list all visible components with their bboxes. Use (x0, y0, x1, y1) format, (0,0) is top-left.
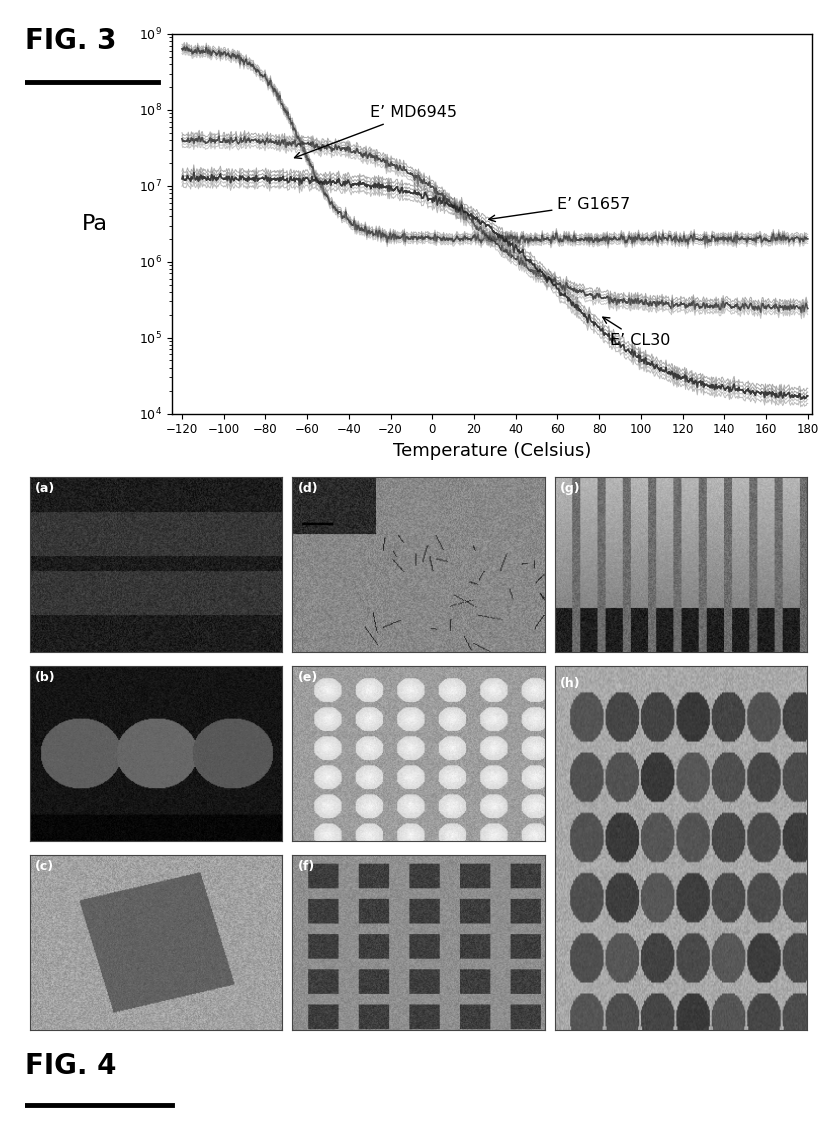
Text: (e): (e) (297, 671, 318, 684)
Text: (c): (c) (35, 860, 54, 872)
Text: (d): (d) (297, 483, 318, 495)
Text: (f): (f) (297, 860, 314, 872)
X-axis label: Temperature (Celsius): Temperature (Celsius) (392, 442, 590, 460)
Text: (b): (b) (35, 671, 56, 684)
Text: (h): (h) (559, 676, 579, 690)
Text: (a): (a) (35, 483, 55, 495)
Text: FIG. 4: FIG. 4 (25, 1051, 116, 1080)
Text: FIG. 3: FIG. 3 (25, 27, 116, 56)
Text: E’ CL30: E’ CL30 (602, 317, 669, 348)
Text: (g): (g) (559, 483, 579, 495)
Text: Pa: Pa (82, 214, 108, 233)
Text: E’ MD6945: E’ MD6945 (294, 105, 456, 159)
Text: E’ G1657: E’ G1657 (488, 197, 630, 222)
